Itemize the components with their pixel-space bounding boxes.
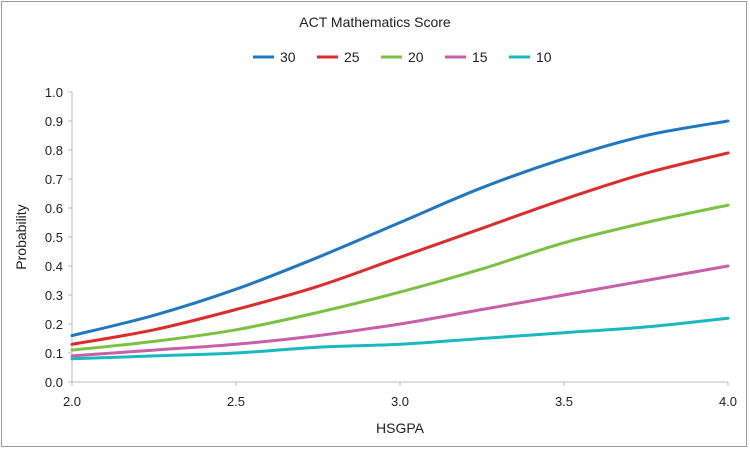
y-tick-label: 0.2 xyxy=(45,317,63,332)
y-tick-label: 0.7 xyxy=(45,172,63,187)
y-tick-label: 0.9 xyxy=(45,114,63,129)
series-line-20 xyxy=(70,203,730,352)
y-tick-label: 0.6 xyxy=(45,201,63,216)
y-tick-label: 0.0 xyxy=(45,375,63,390)
series-line-10 xyxy=(70,316,730,361)
x-tick-label: 2.5 xyxy=(227,394,245,409)
legend-label-30: 30 xyxy=(280,49,296,65)
x-axis-label: HSGPA xyxy=(376,420,425,436)
y-tick-label: 0.4 xyxy=(45,259,63,274)
y-tick-label: 0.3 xyxy=(45,288,63,303)
y-tick-labels: 0.0 0.1 0.2 0.3 0.4 0.5 0.6 0.7 0.8 0.9 1.0 xyxy=(45,85,72,390)
y-axis-label: Probability xyxy=(13,204,29,269)
x-tick-label: 3.0 xyxy=(391,394,409,409)
y-tick-label: 0.1 xyxy=(45,346,63,361)
series-line-25 xyxy=(70,151,730,346)
series-lines xyxy=(70,119,730,361)
y-tick-label: 1.0 xyxy=(45,85,63,100)
series-line-15 xyxy=(70,264,730,358)
y-tick-label: 0.8 xyxy=(45,143,63,158)
x-tick-label: 4.0 xyxy=(719,394,737,409)
series-line-30 xyxy=(70,119,730,338)
y-tick-label: 0.5 xyxy=(45,230,63,245)
legend-label-20: 20 xyxy=(408,49,424,65)
x-tick-label: 2.0 xyxy=(63,394,81,409)
legend-label-15: 15 xyxy=(472,49,488,65)
legend-label-25: 25 xyxy=(344,49,360,65)
legend-label-10: 10 xyxy=(536,49,552,65)
x-tick-labels: 2.0 2.5 3.0 3.5 4.0 xyxy=(63,382,737,409)
legend: 30 25 20 15 10 xyxy=(253,49,552,65)
legend-title: ACT Mathematics Score xyxy=(299,14,451,30)
x-tick-label: 3.5 xyxy=(555,394,573,409)
